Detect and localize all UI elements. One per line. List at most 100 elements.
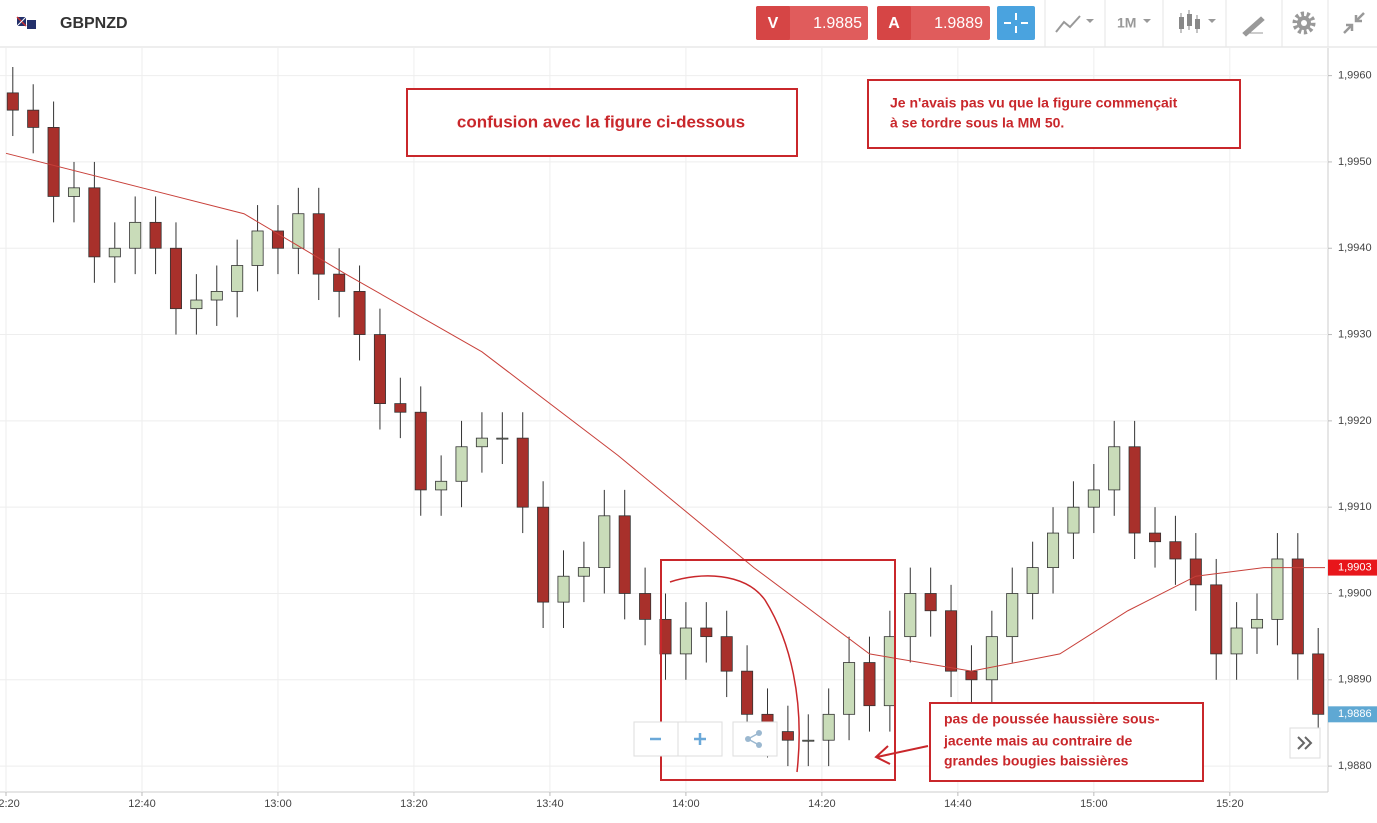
crosshair-icon	[1004, 13, 1028, 33]
candle-body	[1108, 446, 1121, 491]
y-tick-label: 1,9900	[1338, 587, 1372, 599]
zoom-in[interactable]	[677, 721, 723, 757]
annotation-box	[867, 79, 1241, 149]
annotation-text: pas de poussée haussière sous-	[944, 711, 1160, 727]
hand-curve	[669, 575, 800, 773]
candle-body	[1291, 558, 1304, 655]
candle-body	[231, 265, 244, 292]
settings-button[interactable]	[1292, 11, 1316, 35]
x-tick-label: 13:00	[264, 798, 292, 810]
x-tick-label: 15:20	[1216, 798, 1244, 810]
highlight-box	[660, 559, 896, 781]
candle-body	[924, 593, 937, 612]
y-tick-label: 1,9960	[1338, 70, 1372, 82]
candle-body	[414, 411, 427, 491]
candle-body	[802, 739, 815, 742]
candle-body	[251, 230, 264, 266]
annotation-text: confusion avec la figure ci-dessous	[457, 112, 745, 131]
candle-body	[516, 437, 529, 508]
price-marker	[1328, 706, 1377, 723]
sell-label: V	[768, 15, 779, 32]
timeframe[interactable]: 1M	[1117, 15, 1136, 31]
candle-body	[1312, 653, 1325, 715]
annotation-box	[929, 702, 1204, 782]
candle-body	[169, 247, 182, 310]
candle-body	[1006, 593, 1019, 638]
candle-body	[353, 290, 366, 335]
candle-body	[333, 273, 346, 292]
candle-body	[129, 221, 142, 249]
annotation-text: Je n'avais pas vu que la figure commença…	[890, 95, 1178, 111]
zoom-controls	[633, 721, 1321, 759]
candle-body	[598, 515, 611, 568]
candle-body	[700, 627, 713, 638]
candle-body	[822, 713, 835, 741]
candle-body	[537, 506, 550, 603]
candle-body	[312, 213, 325, 275]
plot-area: 1,9880 1,9890 1,9900 1,9910 1,9920 1,9930 1,99…	[0, 48, 1377, 810]
candle-body	[88, 187, 101, 258]
candle-body	[1149, 532, 1162, 543]
chart-type-button[interactable]	[1179, 10, 1216, 33]
candle-body	[577, 567, 590, 577]
candle-body	[1210, 584, 1223, 655]
y-tick-label: 1,9950	[1338, 156, 1372, 168]
x-tick-label: 14:20	[808, 798, 836, 810]
candle-body	[904, 593, 917, 638]
candle-body	[883, 636, 896, 707]
candle-body	[210, 290, 223, 301]
candle-body	[271, 230, 284, 249]
candle-body	[1251, 618, 1264, 629]
draw-button[interactable]	[1242, 16, 1265, 37]
candle-body	[1128, 446, 1141, 534]
buy-label: A	[888, 15, 900, 32]
x-tick-label: 12:20	[0, 798, 20, 810]
candle-body	[435, 480, 448, 491]
candle-body	[190, 299, 203, 310]
candle-body	[557, 575, 570, 603]
sell-tag	[756, 6, 790, 40]
price-marker-label: 1,9886	[1338, 708, 1372, 720]
candle-body	[1047, 532, 1060, 568]
crosshair-button[interactable]	[997, 6, 1035, 40]
candle-body	[863, 662, 876, 707]
candle-body	[27, 109, 40, 128]
price-marker-label: 1,9903	[1338, 561, 1372, 573]
candle-body	[741, 670, 754, 715]
buy-price: 1.9889	[934, 15, 983, 32]
candle-body	[945, 610, 958, 672]
candle-body	[149, 221, 162, 249]
y-tick-label: 1,9920	[1338, 415, 1372, 427]
candle-body	[1087, 489, 1100, 508]
y-tick-label: 1,9940	[1338, 242, 1372, 254]
toolbar	[0, 0, 1377, 47]
y-tick-label: 1,9930	[1338, 328, 1372, 340]
candle-body	[639, 593, 652, 620]
collapse-button[interactable]	[1343, 12, 1365, 34]
x-tick-label: 13:40	[536, 798, 564, 810]
annotation-text: à se tordre sous la MM 50.	[890, 115, 1064, 131]
candle-body	[292, 213, 305, 249]
candle-body	[67, 187, 80, 197]
candle-body	[781, 731, 794, 741]
candle-body	[455, 446, 468, 482]
flag	[16, 16, 36, 29]
dropdown	[1143, 19, 1151, 23]
candle-body	[659, 618, 672, 655]
annotation-box	[406, 88, 798, 157]
annotation-text: grandes bougies baissières	[944, 753, 1129, 769]
candle-body	[6, 92, 19, 111]
buy-tag	[877, 6, 911, 40]
candle-body	[1271, 558, 1284, 620]
share[interactable]	[732, 721, 778, 757]
x-tick-label: 13:20	[400, 798, 428, 810]
indicator-button[interactable]	[1055, 15, 1094, 33]
candle-body	[1189, 558, 1202, 586]
candle-body	[108, 247, 121, 258]
arrow	[874, 745, 929, 765]
candle-body	[843, 662, 856, 715]
candle-body	[394, 403, 407, 413]
candle-body	[720, 636, 733, 672]
candle-body	[965, 670, 978, 681]
